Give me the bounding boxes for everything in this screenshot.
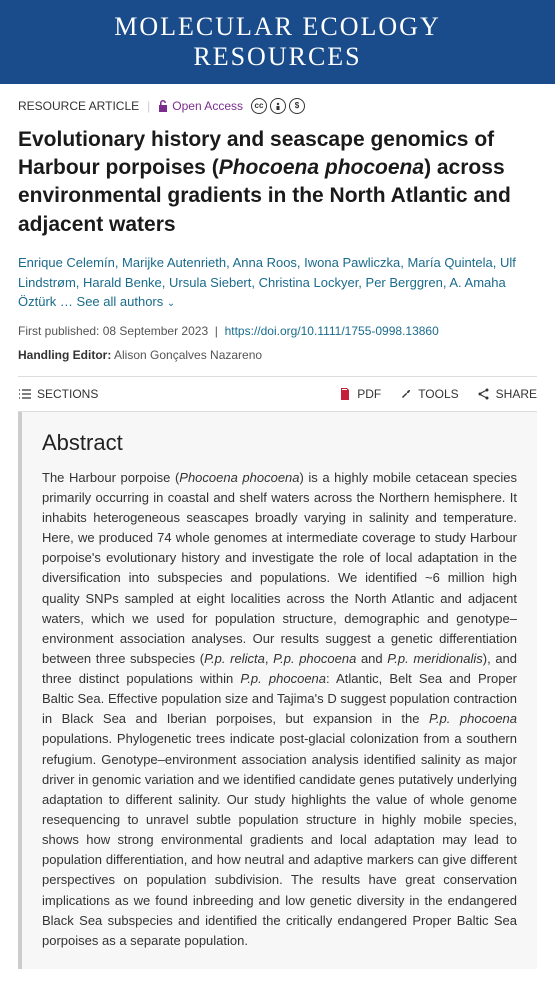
journal-name-line2: RESOURCES (0, 42, 555, 72)
publication-info: First published: 08 September 2023 | htt… (18, 324, 537, 338)
article-meta-row: RESOURCE ARTICLE | Open Access cc $ (18, 98, 537, 114)
open-access-badge[interactable]: Open Access (158, 99, 243, 113)
by-icon (270, 98, 286, 114)
article-type: RESOURCE ARTICLE (18, 99, 139, 113)
editor-label: Handling Editor: (18, 348, 111, 362)
share-button[interactable]: SHARE (477, 387, 537, 401)
first-published-date: 08 September 2023 (103, 324, 208, 338)
meta-divider: | (147, 99, 150, 113)
lock-open-icon (158, 100, 168, 112)
pdf-icon (338, 387, 352, 401)
editor-name: Alison Gonçalves Nazareno (114, 348, 262, 362)
open-access-label: Open Access (172, 99, 243, 113)
first-published-label: First published: (18, 324, 99, 338)
journal-banner: MOLECULAR ECOLOGY RESOURCES (0, 0, 555, 84)
sections-button[interactable]: SECTIONS (18, 387, 98, 401)
doi-link[interactable]: https://doi.org/10.1111/1755-0998.13860 (225, 324, 439, 338)
pdf-label: PDF (357, 387, 381, 401)
chevron-down-icon: ⌄ (167, 298, 175, 309)
abstract-section: Abstract The Harbour porpoise (Phocoena … (18, 412, 537, 969)
see-all-authors-link[interactable]: … See all authors ⌄ (60, 294, 175, 309)
tools-button[interactable]: TOOLS (399, 387, 458, 401)
nc-icon: $ (289, 98, 305, 114)
share-label: SHARE (496, 387, 537, 401)
wrench-icon (399, 387, 413, 401)
pdf-button[interactable]: PDF (338, 387, 381, 401)
tools-label: TOOLS (418, 387, 458, 401)
abstract-body: The Harbour porpoise (Phocoena phocoena)… (42, 468, 517, 951)
cc-icon: cc (251, 98, 267, 114)
share-icon (477, 387, 491, 401)
license-icons[interactable]: cc $ (251, 98, 305, 114)
article-toolbar: SECTIONS PDF TOOLS SHARE (18, 376, 537, 412)
list-icon (18, 387, 32, 401)
handling-editor-row: Handling Editor: Alison Gonçalves Nazare… (18, 348, 537, 362)
authors-list: Enrique Celemín, Marijke Autenrieth, Ann… (18, 253, 537, 312)
journal-name-line1: MOLECULAR ECOLOGY (0, 12, 555, 42)
sections-label: SECTIONS (37, 387, 98, 401)
article-title: Evolutionary history and seascape genomi… (18, 126, 537, 239)
abstract-heading: Abstract (42, 430, 517, 456)
